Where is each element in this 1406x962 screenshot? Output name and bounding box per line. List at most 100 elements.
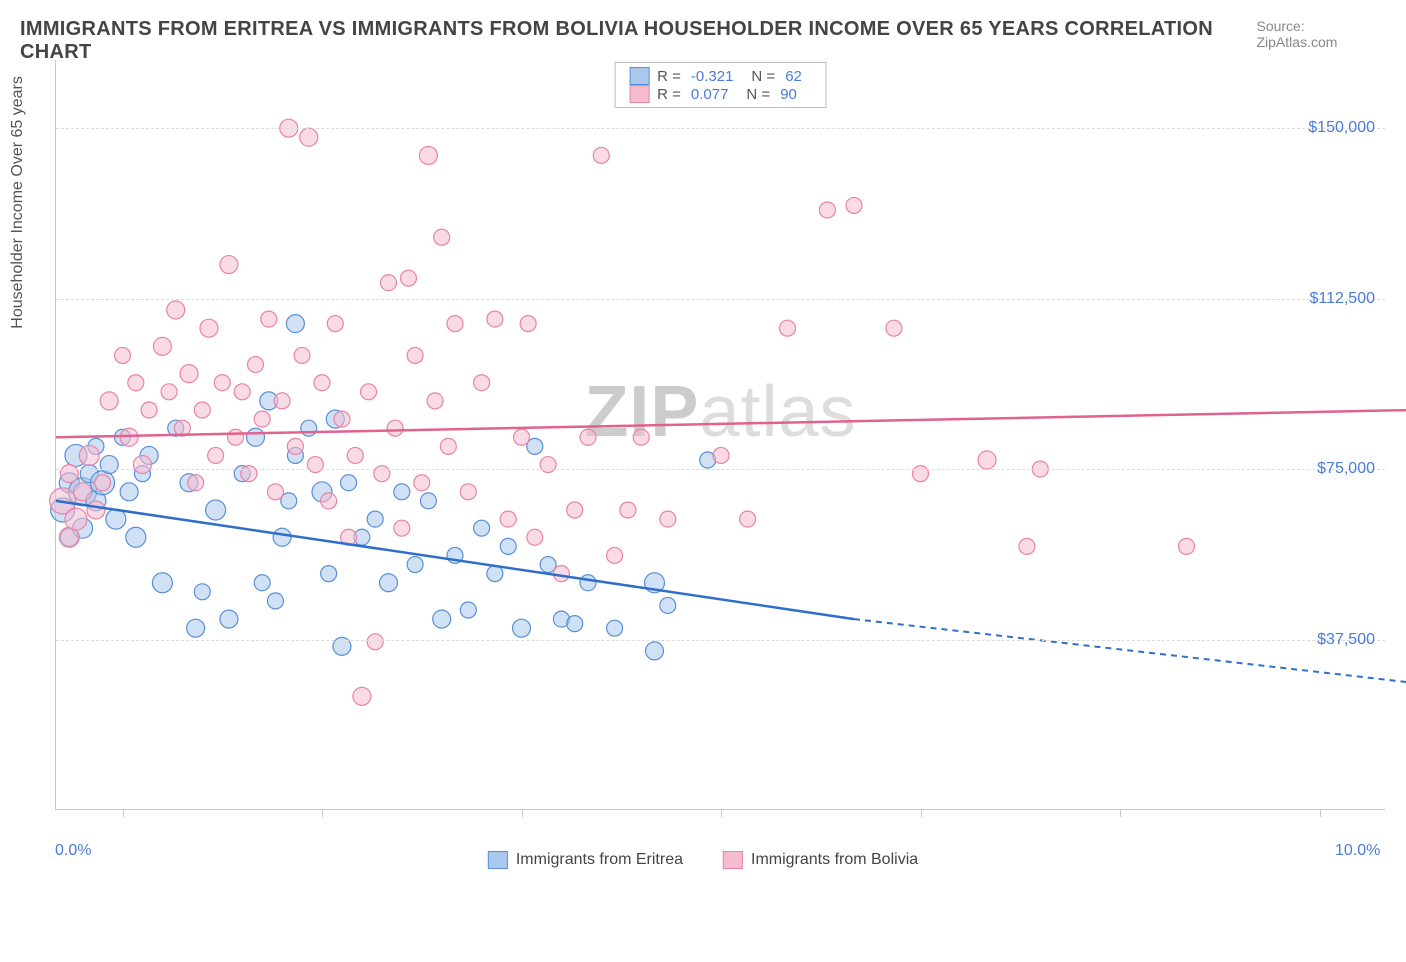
regression-line-dashed xyxy=(854,619,1406,683)
data-point xyxy=(120,428,138,446)
y-tick-label: $37,500 xyxy=(1317,631,1375,649)
legend-item: Immigrants from Eritrea xyxy=(488,838,683,882)
data-point xyxy=(141,402,157,418)
stats-legend: R = -0.321 N = 62 R = 0.077 N = 90 xyxy=(614,62,827,108)
data-point xyxy=(407,347,423,363)
data-point xyxy=(500,538,516,554)
data-point xyxy=(100,456,118,474)
series-legend: Immigrants from Eritrea Immigrants from … xyxy=(488,838,918,882)
data-point xyxy=(527,529,543,545)
data-point xyxy=(381,275,397,291)
data-point xyxy=(434,229,450,245)
data-point xyxy=(321,493,337,509)
data-point xyxy=(267,484,283,500)
chart-plot-area: ZIPatlas R = -0.321 N = 62 R = 0.077 N =… xyxy=(55,60,1385,810)
data-point xyxy=(161,384,177,400)
data-point xyxy=(194,584,210,600)
data-point xyxy=(247,428,265,446)
data-point xyxy=(978,451,996,469)
data-point xyxy=(567,616,583,632)
data-point xyxy=(87,501,105,519)
legend-swatch xyxy=(629,67,649,85)
data-point xyxy=(95,475,111,491)
data-point xyxy=(187,619,205,637)
legend-item: Immigrants from Bolivia xyxy=(723,838,918,882)
y-axis-title: Householder Income Over 65 years xyxy=(9,76,27,329)
data-point xyxy=(153,337,171,355)
data-point xyxy=(1019,538,1035,554)
data-point xyxy=(487,311,503,327)
data-point xyxy=(126,527,146,547)
regression-line xyxy=(56,501,854,619)
stat-r-label: R = xyxy=(657,86,681,103)
data-point xyxy=(79,445,99,465)
data-point xyxy=(133,456,151,474)
x-tick xyxy=(1120,809,1121,817)
data-point xyxy=(347,447,363,463)
data-point xyxy=(474,520,490,536)
data-point xyxy=(200,319,218,337)
data-point xyxy=(208,447,224,463)
data-point xyxy=(513,619,531,637)
data-point xyxy=(234,384,250,400)
stat-n-label: N = xyxy=(746,86,770,103)
data-point xyxy=(65,508,87,530)
data-point xyxy=(167,301,185,319)
x-tick xyxy=(123,809,124,817)
data-point xyxy=(286,315,304,333)
data-point xyxy=(419,146,437,164)
data-point xyxy=(487,566,503,582)
data-point xyxy=(327,316,343,332)
x-tick xyxy=(522,809,523,817)
data-point xyxy=(194,402,210,418)
data-point xyxy=(301,420,317,436)
gridline xyxy=(56,128,1385,129)
data-point xyxy=(913,466,929,482)
data-point xyxy=(580,575,596,591)
data-point xyxy=(819,202,835,218)
data-point xyxy=(367,634,383,650)
data-point xyxy=(380,574,398,592)
x-tick xyxy=(921,809,922,817)
data-point xyxy=(394,484,410,500)
data-point xyxy=(367,511,383,527)
data-point xyxy=(60,465,78,483)
legend-swatch xyxy=(629,85,649,103)
x-max-label: 10.0% xyxy=(1335,842,1380,860)
data-point xyxy=(553,566,569,582)
data-point xyxy=(180,365,198,383)
legend-swatch xyxy=(488,851,508,869)
data-point xyxy=(1179,538,1195,554)
data-point xyxy=(334,411,350,427)
data-point xyxy=(273,528,291,546)
data-point xyxy=(886,320,902,336)
data-point xyxy=(261,311,277,327)
data-point xyxy=(713,447,729,463)
legend-label: Immigrants from Bolivia xyxy=(751,851,918,869)
data-point xyxy=(152,573,172,593)
stats-row: R = -0.321 N = 62 xyxy=(629,67,812,85)
data-point xyxy=(254,575,270,591)
data-point xyxy=(106,509,126,529)
x-tick xyxy=(1320,809,1321,817)
y-tick-label: $75,000 xyxy=(1317,460,1375,478)
data-point xyxy=(374,466,390,482)
data-point xyxy=(567,502,583,518)
data-point xyxy=(407,557,423,573)
data-point xyxy=(353,687,371,705)
source-label: Source: ZipAtlas.com xyxy=(1256,18,1386,50)
data-point xyxy=(214,375,230,391)
data-point xyxy=(387,420,403,436)
data-point xyxy=(294,347,310,363)
stat-r-label: R = xyxy=(657,68,681,85)
data-point xyxy=(607,620,623,636)
stat-n-value: 90 xyxy=(778,86,807,103)
data-point xyxy=(520,316,536,332)
legend-label: Immigrants from Eritrea xyxy=(516,851,683,869)
data-point xyxy=(620,502,636,518)
data-point xyxy=(580,429,596,445)
data-point xyxy=(846,197,862,213)
data-point xyxy=(206,500,226,520)
data-point xyxy=(633,429,649,445)
data-point xyxy=(241,466,257,482)
